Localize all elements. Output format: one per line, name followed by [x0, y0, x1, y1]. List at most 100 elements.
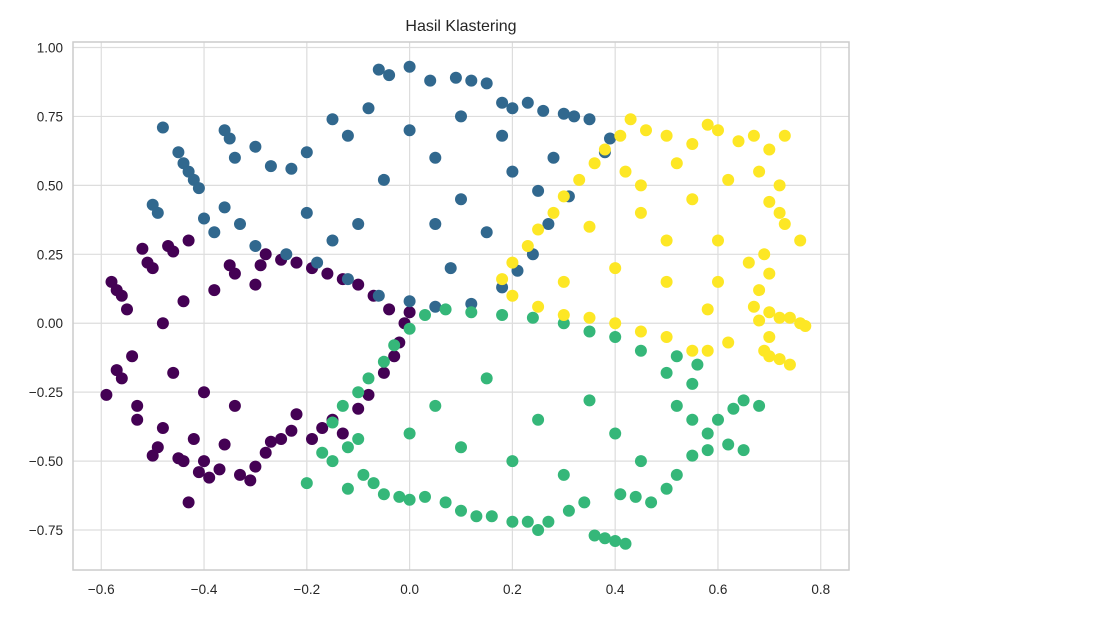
- data-point: [542, 218, 555, 230]
- data-point: [300, 206, 313, 219]
- data-point: [372, 63, 385, 76]
- data-point: [264, 435, 277, 448]
- data-point: [506, 455, 519, 468]
- data-point: [290, 256, 303, 269]
- data-point: [686, 138, 699, 150]
- data-point: [763, 143, 776, 156]
- chart-title: Hasil Klastering: [405, 18, 516, 35]
- data-point: [722, 438, 735, 451]
- x-tick-label: −0.4: [191, 582, 218, 597]
- data-point: [763, 331, 776, 343]
- y-tick-label: 0.50: [37, 178, 63, 193]
- data-point: [167, 245, 180, 258]
- data-point: [455, 193, 467, 206]
- data-point: [629, 490, 642, 503]
- data-point: [532, 223, 545, 236]
- data-point: [634, 325, 647, 338]
- data-point: [388, 339, 401, 352]
- data-point: [429, 151, 442, 164]
- data-point: [722, 173, 735, 186]
- data-point: [701, 303, 714, 316]
- data-point: [660, 275, 673, 288]
- data-point: [753, 314, 766, 327]
- data-point: [455, 110, 467, 123]
- data-point: [712, 234, 724, 247]
- data-point: [480, 226, 493, 239]
- data-point: [275, 433, 288, 445]
- data-point: [393, 490, 406, 503]
- data-point: [753, 284, 766, 297]
- y-tick-label: −0.50: [29, 454, 63, 469]
- data-point: [583, 113, 596, 126]
- data-point: [326, 113, 339, 126]
- data-point: [778, 129, 791, 142]
- data-point: [419, 309, 431, 321]
- data-point: [449, 71, 462, 84]
- data-point: [583, 394, 596, 407]
- data-point: [336, 427, 349, 440]
- data-point: [521, 240, 534, 252]
- data-point: [249, 278, 262, 291]
- data-point: [609, 331, 622, 343]
- data-point: [496, 281, 509, 294]
- data-point: [506, 102, 519, 115]
- data-point: [496, 96, 509, 109]
- data-point: [670, 468, 683, 481]
- data-point: [763, 350, 776, 363]
- data-point: [470, 510, 483, 523]
- plot-frame: [72, 41, 850, 571]
- data-point: [532, 524, 545, 536]
- data-point: [496, 129, 509, 142]
- data-point: [285, 424, 298, 437]
- data-point: [604, 132, 616, 145]
- data-point: [773, 311, 786, 324]
- data-point: [249, 460, 262, 473]
- data-point: [383, 303, 396, 316]
- y-tick-label: 0.00: [37, 316, 63, 331]
- data-point: [192, 466, 205, 479]
- data-point: [115, 372, 128, 385]
- data-point: [352, 386, 365, 399]
- data-point: [624, 113, 637, 126]
- data-point: [686, 377, 699, 390]
- data-point: [151, 206, 164, 219]
- data-point: [526, 311, 539, 324]
- data-point: [609, 317, 622, 330]
- data-point: [228, 151, 241, 164]
- data-point: [403, 322, 416, 335]
- data-point: [326, 234, 339, 247]
- data-point: [115, 289, 128, 302]
- data-point: [722, 336, 735, 349]
- cluster-3-points: [496, 113, 812, 371]
- data-point: [372, 289, 385, 302]
- data-point: [341, 441, 354, 454]
- data-point: [439, 496, 452, 509]
- data-point: [557, 107, 570, 120]
- data-point: [198, 212, 210, 225]
- data-point: [588, 157, 601, 170]
- data-point: [156, 422, 169, 434]
- data-point: [583, 220, 596, 233]
- data-point: [172, 146, 185, 159]
- data-point: [712, 124, 724, 137]
- data-point: [598, 532, 611, 545]
- x-tick-label: 0.6: [709, 582, 728, 597]
- data-point: [686, 413, 699, 426]
- data-point: [254, 259, 267, 272]
- data-point: [521, 515, 534, 528]
- data-point: [496, 273, 509, 286]
- data-point: [403, 295, 416, 308]
- data-point: [341, 129, 354, 142]
- data-point: [167, 366, 180, 379]
- data-point: [234, 468, 246, 481]
- x-tick-label: 0.2: [503, 582, 522, 597]
- data-point: [234, 218, 246, 230]
- data-point: [732, 135, 745, 148]
- data-point: [383, 69, 396, 82]
- data-point: [198, 455, 210, 468]
- data-point: [362, 102, 375, 115]
- data-point: [614, 129, 627, 142]
- data-point: [506, 515, 519, 528]
- data-point: [557, 317, 570, 330]
